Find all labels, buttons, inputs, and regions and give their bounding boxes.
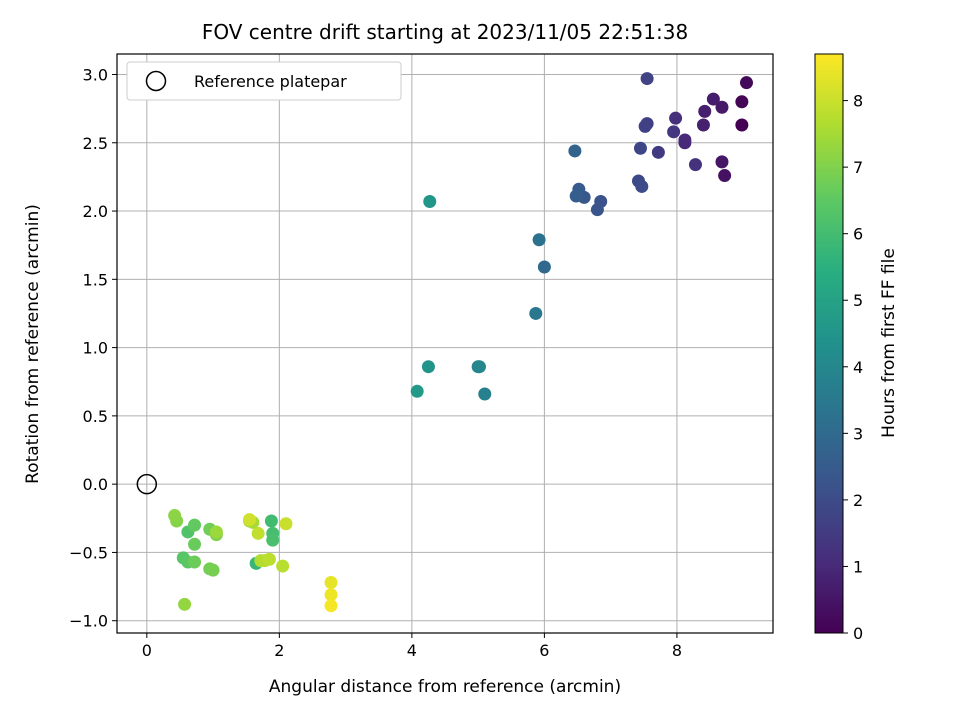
- scatter-point: [590, 203, 604, 217]
- scatter-point: [678, 133, 692, 147]
- scatter-point: [669, 111, 683, 125]
- scatter-point: [276, 559, 290, 573]
- x-tick-label: 6: [539, 641, 549, 660]
- colorbar-tick-label: 8: [853, 92, 863, 111]
- scatter-point: [279, 517, 293, 531]
- scatter-point: [735, 118, 749, 132]
- scatter-point: [209, 525, 223, 539]
- scatter-point: [188, 555, 202, 569]
- scatter-point: [178, 597, 192, 611]
- scatter-point: [638, 119, 652, 133]
- colorbar-gradient: [814, 53, 844, 634]
- scatter-point: [698, 104, 712, 118]
- legend-box: [126, 61, 402, 101]
- scatter-point: [324, 575, 338, 589]
- scatter-point: [718, 169, 732, 183]
- grid: [117, 54, 773, 633]
- scatter-point: [324, 599, 338, 613]
- scatter-point: [696, 118, 710, 132]
- plot-area-frame: [116, 53, 774, 634]
- scatter-point: [206, 563, 220, 577]
- colorbar-tick-label: 0: [853, 624, 863, 643]
- scatter-point: [651, 145, 665, 159]
- scatter-point: [472, 360, 486, 374]
- colorbar-tick-label: 7: [853, 158, 863, 177]
- colorbar-tick-label: 1: [853, 557, 863, 576]
- y-tick-label: 1.0: [83, 339, 108, 358]
- y-tick-label: 3.0: [83, 65, 108, 84]
- legend-entry-label: Reference platepar: [194, 72, 347, 91]
- scatter-point: [423, 194, 437, 208]
- colorbar-ticks: 0 1 2 3 4 5 6 7 8: [843, 92, 863, 643]
- scatter-point: [735, 95, 749, 109]
- scatter-point: [667, 125, 681, 139]
- scatter-point: [478, 387, 492, 401]
- scatter-point: [251, 526, 265, 540]
- y-tick-label: 0.5: [83, 407, 108, 426]
- scatter-point: [715, 155, 729, 169]
- x-tick-label: 4: [407, 641, 417, 660]
- scatter-point: [688, 158, 702, 172]
- data-points: [136, 72, 753, 613]
- scatter-point: [188, 518, 202, 532]
- colorbar-tick-label: 4: [853, 358, 863, 377]
- x-axis-label: Angular distance from reference (arcmin): [269, 677, 621, 697]
- x-tick-label: 0: [142, 641, 152, 660]
- reference-platepar-marker: [136, 473, 158, 495]
- scatter-point: [715, 100, 729, 114]
- scatter-point: [168, 509, 182, 523]
- scatter-point: [633, 141, 647, 155]
- colorbar-label: Hours from first FF file: [879, 248, 899, 438]
- scatter-point: [264, 514, 278, 528]
- scatter-point: [324, 588, 338, 602]
- scatter-point: [262, 552, 276, 566]
- colorbar-tick-label: 6: [853, 225, 863, 244]
- chart-title: FOV centre drift starting at 2023/11/05 …: [202, 20, 688, 44]
- legend: Reference platepar: [126, 61, 402, 101]
- x-tick-label: 2: [274, 641, 284, 660]
- scatter-point: [569, 189, 583, 203]
- scatter-point: [529, 306, 543, 320]
- legend-marker-icon: [145, 70, 167, 92]
- colorbar-tick-label: 2: [853, 491, 863, 510]
- scatter-point: [635, 179, 649, 193]
- scatter-point: [706, 92, 720, 106]
- scatter-point: [410, 384, 424, 398]
- y-tick-label: 1.5: [83, 270, 108, 289]
- colorbar: 0 1 2 3 4 5 6 7 8 Hours from first FF file: [814, 53, 899, 643]
- scatter-point: [243, 513, 257, 527]
- scatter-point: [266, 533, 280, 547]
- y-tick-label: 2.0: [83, 202, 108, 221]
- y-tick-label: −0.5: [69, 543, 108, 562]
- scatter-point: [568, 144, 582, 158]
- y-tick-label: 0.0: [83, 475, 108, 494]
- scatter-point: [640, 72, 654, 86]
- scatter-point: [188, 537, 202, 551]
- colorbar-tick-label: 5: [853, 291, 863, 310]
- scatter-point: [421, 360, 435, 374]
- scatter-point: [537, 260, 551, 274]
- y-tick-label: −1.0: [69, 612, 108, 631]
- scatter-point: [532, 233, 546, 247]
- scatter-point: [739, 76, 753, 90]
- x-tick-label: 8: [672, 641, 682, 660]
- y-axis-label: Rotation from reference (arcmin): [23, 204, 43, 484]
- axis-ticks: 0 2 4 6 8 −1.0 −0.5 0.0 0.5 1.0 1.5 2.0 2.5 3.0: [69, 65, 682, 660]
- colorbar-tick-label: 3: [853, 424, 863, 443]
- y-tick-label: 2.5: [83, 134, 108, 153]
